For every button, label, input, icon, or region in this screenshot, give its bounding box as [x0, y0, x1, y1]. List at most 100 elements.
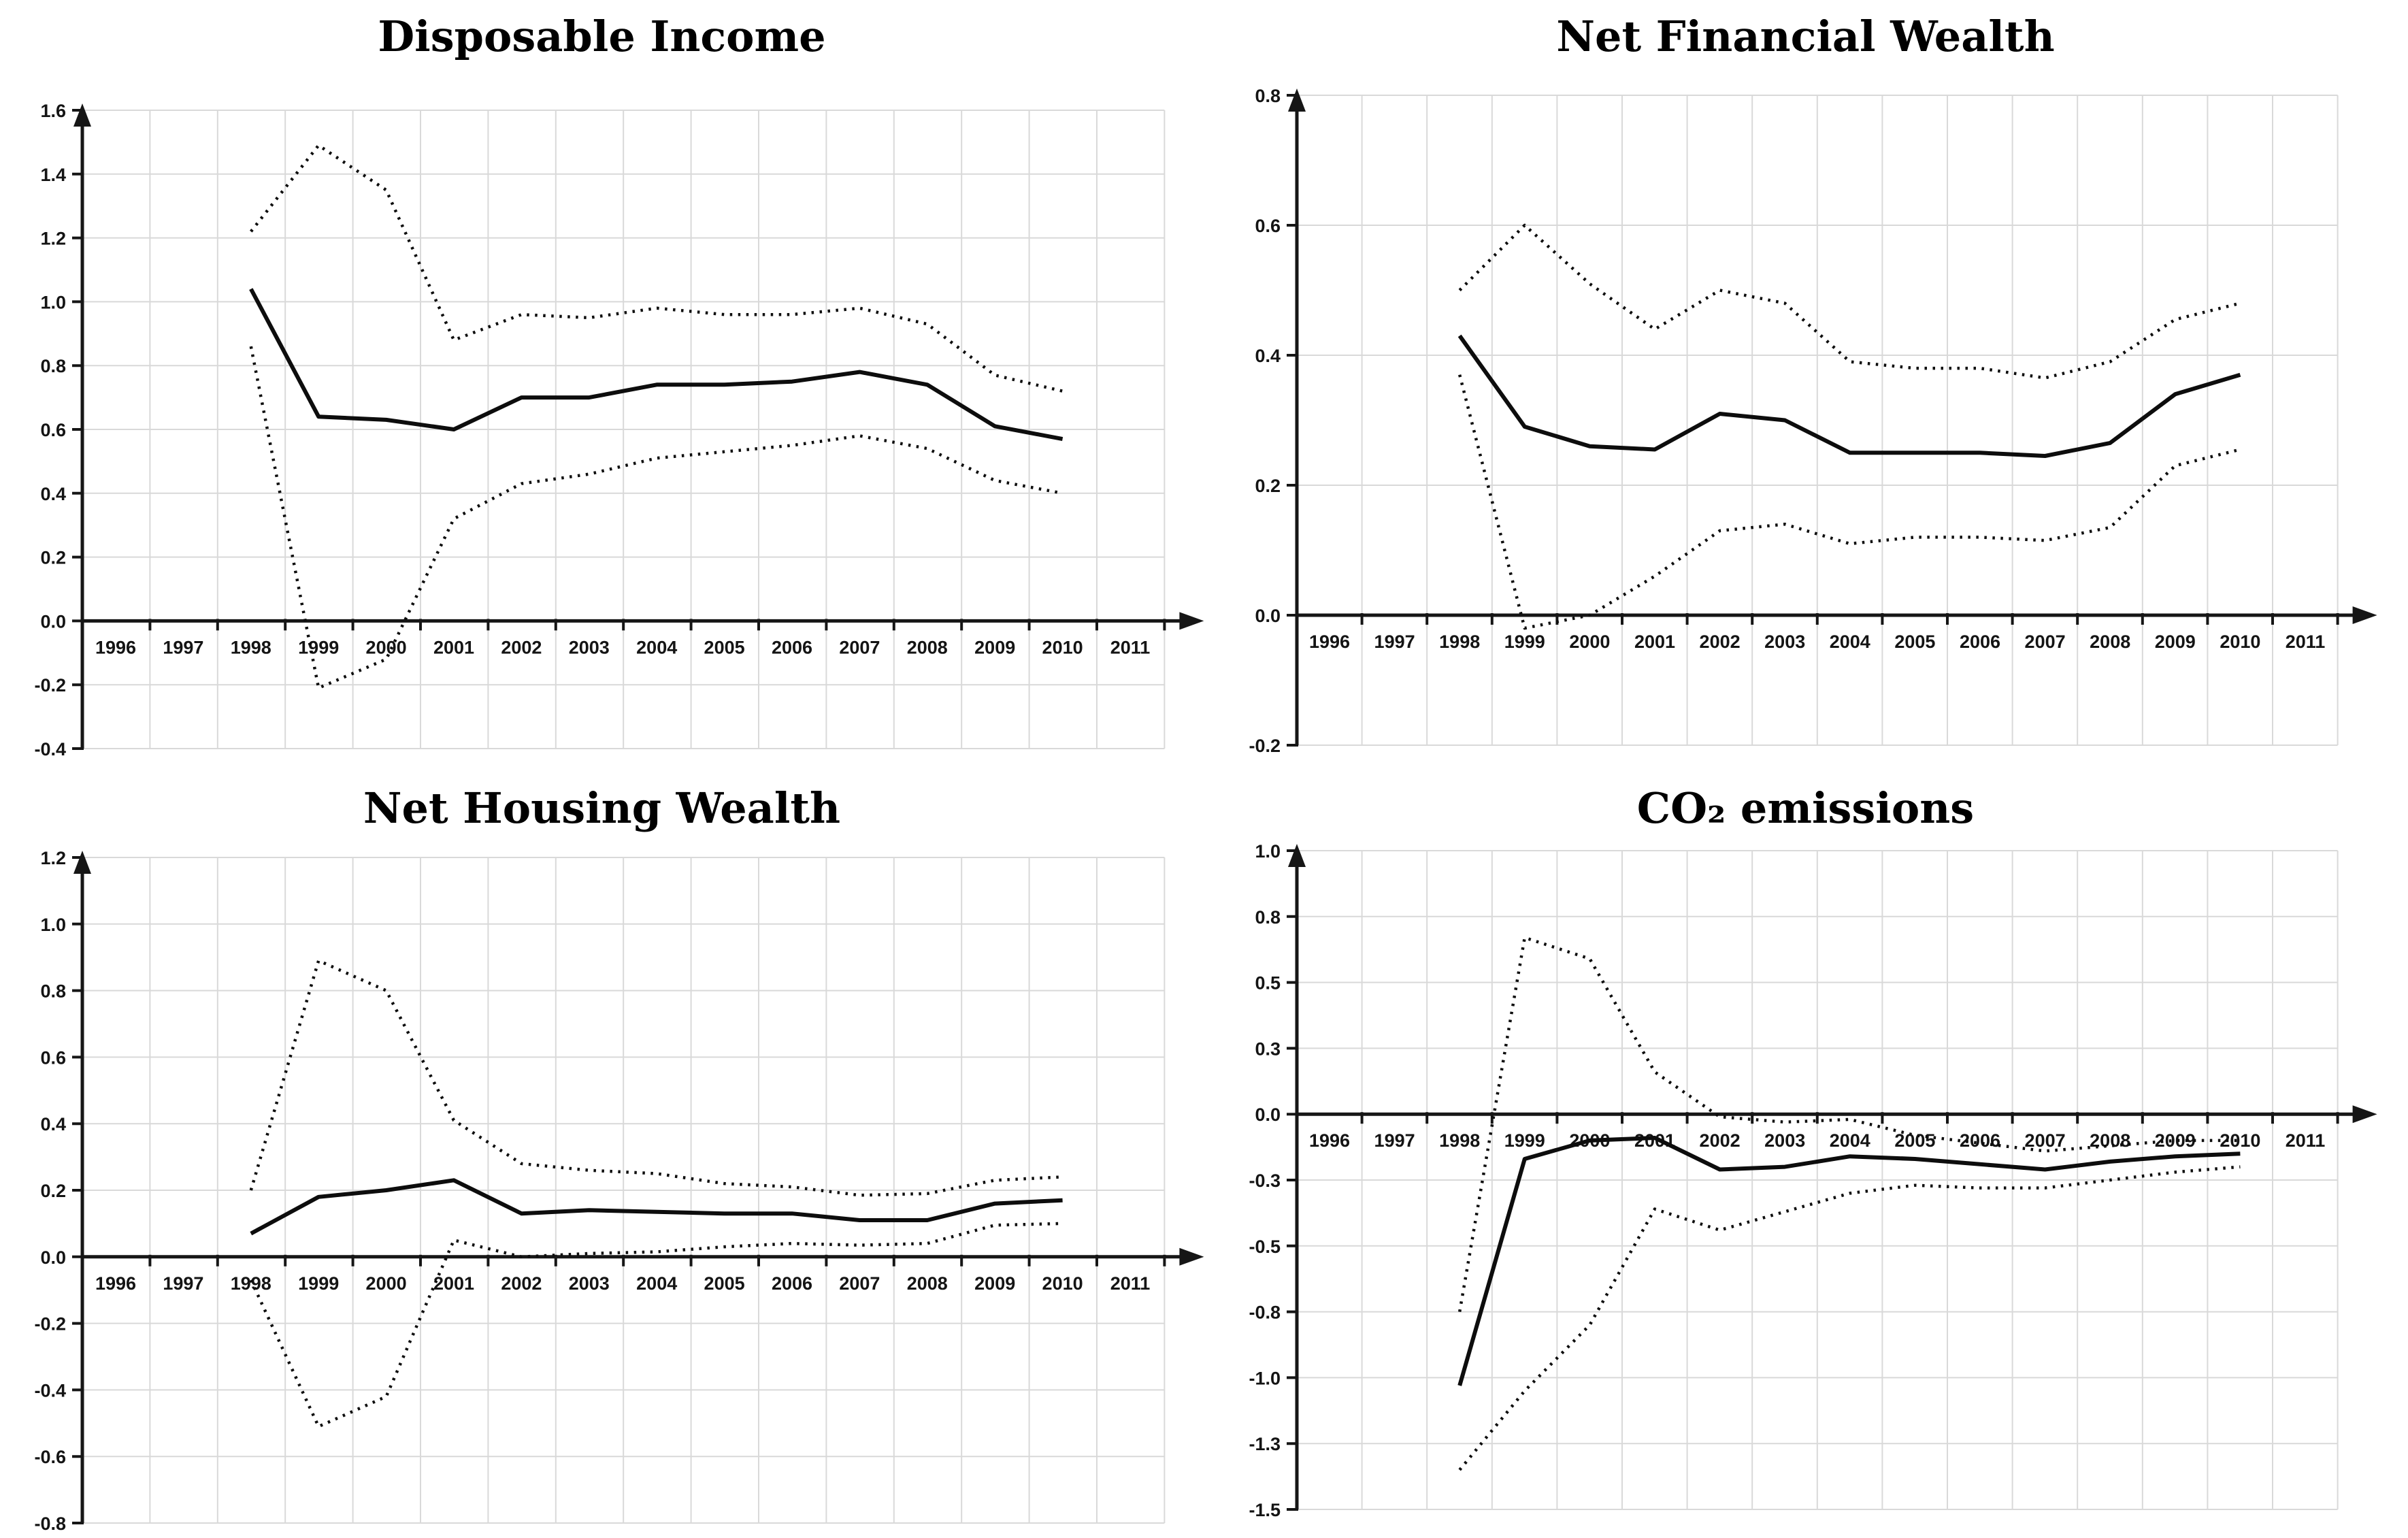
- y-tick-label: 0.4: [40, 484, 66, 504]
- y-tick-label: 0.8: [40, 981, 66, 1002]
- series-line-dotted: [1458, 223, 2241, 380]
- x-tick-label: 2009: [2155, 632, 2196, 652]
- x-tick-label: 2003: [1764, 1130, 1805, 1151]
- series-line-dotted: [249, 1222, 1063, 1428]
- chart-canvas: 1.2 1.0 0.8 0.6 0.4 0.2 0.0 -0.2 -0.4 -0.6 -0.8 199…: [34, 848, 1204, 1534]
- series-line-dotted: [1458, 1165, 2241, 1471]
- chart-net-financial-wealth: 0.8 0.6 0.4 0.2 0.0 -0.2 1996 1997 1998 1999 2000 2…: [1204, 0, 2407, 769]
- y-tick-label: 0.4: [1255, 346, 1281, 366]
- x-tick-label: 2008: [2090, 632, 2130, 652]
- y-tick-label: 1.0: [40, 292, 66, 312]
- y-axis-arrow-icon: [1288, 88, 1306, 112]
- x-tick-label: 2011: [2286, 632, 2326, 652]
- x-axis-arrow-icon: [1179, 1247, 1204, 1266]
- chart-title: CO₂ emissions: [1636, 783, 1975, 833]
- y-tick-label: -0.4: [34, 1380, 66, 1401]
- x-tick-label: 2001: [1634, 1130, 1675, 1151]
- y-axis-arrow-icon: [73, 851, 91, 874]
- y-tick-label: 0.0: [1255, 606, 1281, 626]
- series-line-solid: [1457, 334, 2241, 458]
- y-tick-label: 0.5: [1255, 973, 1281, 994]
- y-tick-label: 0.0: [40, 611, 66, 632]
- x-tick-label: 1996: [95, 1273, 136, 1294]
- x-tick-label: 1996: [95, 637, 136, 657]
- series-line-dotted: [1458, 374, 2241, 630]
- x-tick-label: 2010: [1042, 637, 1083, 657]
- x-tick-label: 2007: [839, 637, 880, 657]
- x-axis-arrow-icon: [2352, 1105, 2377, 1124]
- x-tick-label: 2007: [2025, 632, 2066, 652]
- x-tick-label: 2003: [569, 1273, 610, 1294]
- y-tick-label: 0.8: [1255, 86, 1281, 106]
- y-tick-label: 1.2: [40, 229, 66, 249]
- y-axis-arrow-icon: [1288, 844, 1306, 867]
- x-tick-label: 1999: [298, 1273, 339, 1294]
- y-tick-label: 1.0: [40, 915, 66, 935]
- series-line-solid: [1457, 1136, 2241, 1386]
- y-tick-label: 1.2: [40, 848, 66, 868]
- chart-canvas: 1.0 0.8 0.5 0.3 0.0 -0.3 -0.5 -0.8 -1.0 -1.3 -1.5 1…: [1249, 841, 2377, 1520]
- chart-title: Net Financial Wealth: [1556, 12, 2055, 61]
- y-tick-label: 0.3: [1255, 1038, 1281, 1059]
- x-tick-label: 1996: [1309, 1130, 1350, 1151]
- x-tick-label: 2001: [433, 637, 474, 657]
- x-tick-label: 2005: [1894, 1130, 1935, 1151]
- chart-canvas: 0.8 0.6 0.4 0.2 0.0 -0.2 1996 1997 1998 1999 2000 2…: [1249, 86, 2377, 756]
- y-tick-label: -0.8: [1249, 1303, 1281, 1323]
- chart-co2-emissions: 1.0 0.8 0.5 0.3 0.0 -0.3 -0.5 -0.8 -1.0 -1.3 -1.5 1…: [1204, 769, 2407, 1538]
- chart-title: Net Housing Wealth: [363, 783, 841, 833]
- x-tick-label: 1999: [298, 637, 339, 657]
- series-line-dotted: [250, 144, 1063, 393]
- x-tick-label: 2007: [2025, 1130, 2066, 1151]
- y-tick-label: -0.5: [1249, 1237, 1281, 1257]
- x-tick-label: 2009: [974, 637, 1015, 657]
- y-tick-label: -0.3: [1249, 1171, 1281, 1191]
- x-tick-label: 2000: [366, 637, 407, 657]
- y-tick-label: 0.2: [1255, 476, 1281, 496]
- x-tick-label: 2002: [1700, 1130, 1741, 1151]
- x-axis-arrow-icon: [2352, 606, 2377, 624]
- y-tick-label: 0.6: [40, 420, 66, 440]
- x-tick-label: 2010: [2220, 632, 2260, 652]
- x-tick-label: 1996: [1309, 632, 1350, 652]
- x-tick-label: 1997: [1374, 632, 1415, 652]
- x-tick-label: 2000: [366, 1273, 407, 1294]
- y-tick-label: 0.6: [1255, 216, 1281, 236]
- y-tick-label: -1.3: [1249, 1434, 1281, 1454]
- y-tick-label: -0.2: [1249, 736, 1281, 756]
- y-tick-label: 0.0: [40, 1247, 66, 1268]
- x-tick-label: 2001: [1634, 632, 1675, 652]
- chart-canvas: 1.6 1.4 1.2 1.0 0.8 0.6 0.4 0.2 0.0 -0.2 -0.4 1996 1…: [34, 101, 1204, 759]
- x-tick-label: 2005: [704, 1273, 745, 1294]
- chart-disposable-income: 1.6 1.4 1.2 1.0 0.8 0.6 0.4 0.2 0.0 -0.2 -0.4 1996 1…: [0, 0, 1204, 769]
- series-line-solid: [250, 1178, 1063, 1236]
- x-tick-label: 2006: [772, 1273, 812, 1294]
- x-tick-label: 2002: [1700, 632, 1741, 652]
- x-tick-label: 1997: [163, 637, 203, 657]
- x-tick-label: 2002: [501, 637, 542, 657]
- x-tick-label: 2006: [772, 637, 812, 657]
- y-tick-label: -0.6: [34, 1447, 66, 1467]
- x-tick-label: 1998: [231, 1273, 271, 1294]
- y-tick-label: 0.8: [1255, 907, 1281, 928]
- y-tick-label: 0.6: [40, 1047, 66, 1068]
- y-tick-label: 0.4: [40, 1114, 66, 1134]
- x-tick-label: 1998: [1439, 632, 1480, 652]
- chart-net-housing-wealth: 1.2 1.0 0.8 0.6 0.4 0.2 0.0 -0.2 -0.4 -0.6 -0.8 199…: [0, 769, 1204, 1538]
- x-tick-label: 2005: [704, 637, 745, 657]
- y-tick-label: 1.4: [40, 165, 66, 185]
- x-tick-label: 2009: [974, 1273, 1015, 1294]
- x-tick-label: 2008: [2090, 1130, 2130, 1151]
- x-tick-label: 2003: [1764, 632, 1805, 652]
- y-tick-label: -0.2: [34, 1314, 66, 1335]
- chart-title: Disposable Income: [378, 12, 826, 61]
- x-tick-label: 1998: [231, 637, 271, 657]
- x-tick-label: 2002: [501, 1273, 542, 1294]
- y-tick-label: -0.8: [34, 1514, 66, 1534]
- x-axis-arrow-icon: [1179, 612, 1204, 630]
- x-tick-label: 2006: [1960, 632, 2000, 652]
- y-tick-label: 0.0: [1255, 1105, 1281, 1125]
- x-tick-label: 2005: [1894, 632, 1935, 652]
- y-tick-label: -1.5: [1249, 1500, 1281, 1520]
